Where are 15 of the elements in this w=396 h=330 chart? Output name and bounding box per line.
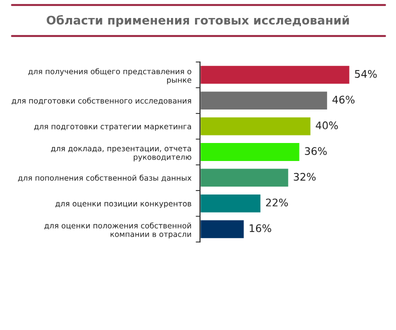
bar [200,193,262,214]
data-label: 16% [250,224,272,232]
data-label: 54% [354,70,377,78]
bar [200,90,328,111]
bar [200,167,290,188]
data-label: 46% [332,96,355,104]
bar [200,218,246,240]
data-label: 32% [294,172,316,181]
data-label: 40% [316,121,338,130]
data-label: 36% [304,147,327,156]
bar [200,116,312,137]
bar [200,64,350,86]
bar [200,142,301,162]
chart-title: Области применения готовых исследований [46,15,349,27]
data-label: 22% [266,198,288,206]
